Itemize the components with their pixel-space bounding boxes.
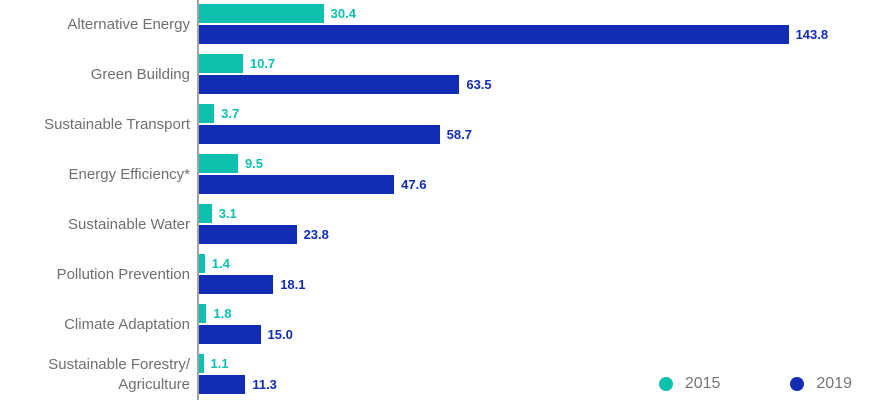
category-label: Energy Efficiency* [68, 165, 190, 183]
chart-row: Climate Adaptation 1.8 15.0 [0, 300, 870, 350]
bar-line-2019: 47.6 [199, 175, 870, 194]
value-label-2019: 63.5 [466, 77, 492, 92]
bar-line-2015: 3.1 [199, 204, 870, 223]
bar-line-2015: 1.4 [199, 254, 870, 273]
legend-item-2019: 2019 [790, 375, 852, 393]
bar-line-2019: 11.3 [199, 375, 870, 394]
value-label-2015: 1.8 [213, 306, 232, 321]
value-label-2015: 30.4 [330, 6, 356, 21]
bar-line-2019: 18.1 [199, 275, 870, 294]
chart-row: Alternative Energy 30.4 143.8 [0, 0, 870, 50]
chart-row: Energy Efficiency* 9.5 47.6 [0, 150, 870, 200]
bar-2019 [199, 125, 440, 144]
chart-row: Sustainable Water 3.1 23.8 [0, 200, 870, 250]
bar-2019 [199, 225, 297, 244]
bar-2019 [199, 175, 395, 194]
bar-group: 30.4 143.8 [199, 0, 870, 50]
value-label-2015: 9.5 [244, 156, 264, 171]
bar-2015 [199, 154, 238, 173]
bar-group: 3.1 23.8 [199, 200, 870, 250]
bar-line-2019: 63.5 [199, 75, 870, 94]
category-label: Alternative Energy [67, 15, 190, 33]
bar-line-2019: 23.8 [199, 225, 870, 244]
chart-row: Pollution Prevention 1.4 18.1 [0, 250, 870, 300]
bar-group: 1.4 18.1 [199, 250, 870, 300]
bar-2015 [199, 304, 207, 323]
category-label: Sustainable Forestry/ Agriculture [48, 355, 190, 393]
legend-item-2015: 2015 [658, 375, 721, 393]
value-label-2019: 23.8 [303, 227, 329, 242]
bar-line-2015: 1.8 [199, 304, 870, 323]
category-label: Sustainable Transport [44, 115, 190, 133]
bar-group: 3.7 58.7 [199, 100, 870, 150]
bar-2019 [199, 325, 261, 344]
bar-2019 [199, 375, 246, 394]
bar-line-2015: 3.7 [199, 104, 870, 123]
bar-line-2019: 143.8 [199, 25, 870, 44]
value-label-2019: 11.3 [252, 377, 277, 392]
category-label: Sustainable Water [67, 215, 190, 233]
bar-group: 1.8 15.0 [199, 300, 870, 350]
value-label-2015: 3.1 [218, 206, 237, 221]
bar-line-2015: 1.1 [199, 354, 870, 373]
category-label: Pollution Prevention [56, 265, 190, 283]
bar-group: 9.5 47.6 [199, 150, 870, 200]
chart-row: Green Building 10.7 63.5 [0, 50, 870, 100]
bar-group: 10.7 63.5 [199, 50, 870, 100]
bar-2015 [199, 254, 205, 273]
legend-label-2015: 2015 [684, 375, 721, 392]
bar-line-2019: 15.0 [199, 325, 870, 344]
bar-line-2015: 9.5 [199, 154, 870, 173]
bar-line-2015: 10.7 [199, 54, 870, 73]
bar-2015 [199, 54, 243, 73]
category-label: Climate Adaptation [64, 315, 190, 333]
legend-dot-2015-icon [658, 377, 673, 391]
bar-2019 [199, 25, 789, 44]
bar-2015 [199, 204, 212, 223]
bar-line-2015: 30.4 [199, 4, 870, 23]
value-label-2015: 3.7 [221, 106, 240, 121]
bar-2019 [199, 275, 274, 294]
legend-dot-2019-icon [790, 377, 805, 391]
chart-row: Sustainable Forestry/ Agriculture 1.1 11.3 [0, 350, 870, 400]
bar-group: 1.1 11.3 [199, 350, 870, 400]
value-label-2015: 1.1 [210, 356, 229, 371]
bar-2015 [199, 354, 204, 373]
category-label: Green Building [90, 65, 190, 83]
value-label-2015: 10.7 [249, 56, 276, 71]
value-label-2019: 47.6 [401, 177, 427, 192]
bar-line-2019: 58.7 [199, 125, 870, 144]
value-label-2015: 1.4 [211, 256, 230, 271]
legend: 2015 2019 [658, 375, 852, 393]
value-label-2019: 18.1 [280, 277, 306, 292]
y-axis-line [197, 0, 199, 400]
value-label-2019: 15.0 [267, 327, 293, 342]
legend-label-2019: 2019 [816, 375, 852, 392]
value-label-2019: 58.7 [446, 127, 472, 142]
value-label-2019: 143.8 [795, 27, 829, 42]
bar-2015 [199, 104, 215, 123]
bar-2019 [199, 75, 460, 94]
bar-2015 [199, 4, 324, 23]
chart-row: Sustainable Transport 3.7 58.7 [0, 100, 870, 150]
